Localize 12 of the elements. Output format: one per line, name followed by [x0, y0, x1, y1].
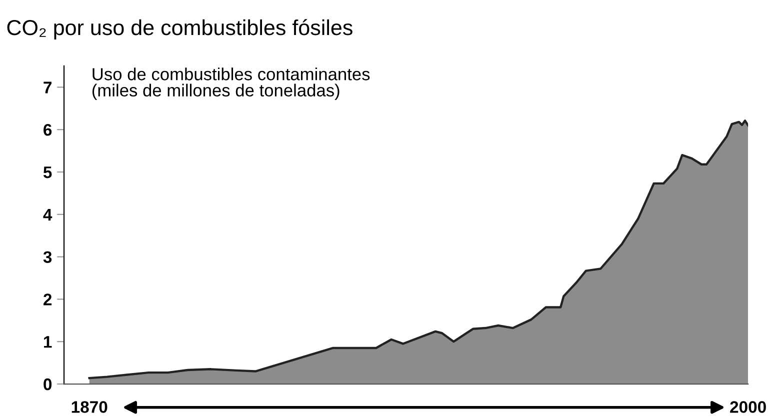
y-tick-label: 7 — [44, 82, 52, 94]
y-tick-label: 2 — [44, 294, 52, 306]
chart-title: CO₂ por uso de combustibles fósiles — [7, 19, 352, 40]
x-tick-label: 1870 — [72, 401, 108, 413]
y-tick-label: 5 — [43, 166, 52, 178]
y-tick-label: 3 — [43, 251, 52, 264]
y-tick-label: 4 — [43, 208, 52, 220]
y-tick-label: 1 — [44, 336, 52, 348]
y-tick-label: 6 — [44, 124, 52, 136]
x-tick-label: 2000 — [730, 401, 766, 413]
y-tick-label: 0 — [44, 378, 52, 390]
y-axis-title: Uso de combustibles contaminantes (miles de millones de toneladas) — [92, 68, 370, 100]
